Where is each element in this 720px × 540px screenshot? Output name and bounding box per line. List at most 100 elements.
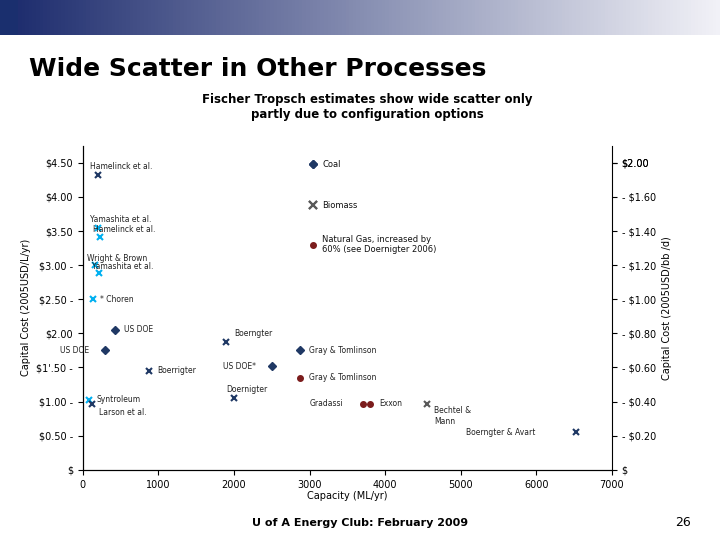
Bar [144, 0, 148, 35]
Bar [54, 0, 58, 35]
Bar [29, 0, 32, 35]
Text: U of A Energy Club: February 2009: U of A Energy Club: February 2009 [252, 518, 468, 529]
Bar [180, 0, 184, 35]
Bar [652, 0, 655, 35]
Bar [284, 0, 288, 35]
Bar [482, 0, 486, 35]
Bar [659, 0, 662, 35]
Bar [220, 0, 223, 35]
Bar [18, 0, 22, 35]
Text: Boerngter & Avart: Boerngter & Avart [466, 428, 536, 437]
Bar [450, 0, 454, 35]
Bar [137, 0, 140, 35]
Bar [630, 0, 634, 35]
Bar [216, 0, 220, 35]
Text: Wide Scatter in Other Processes: Wide Scatter in Other Processes [29, 57, 486, 80]
Bar [634, 0, 637, 35]
Bar [490, 0, 493, 35]
Text: Larson et al.: Larson et al. [99, 408, 147, 417]
Bar [130, 0, 133, 35]
Bar [421, 0, 425, 35]
Bar [504, 0, 508, 35]
Bar [367, 0, 371, 35]
Bar [115, 0, 119, 35]
Bar [202, 0, 205, 35]
Bar [155, 0, 158, 35]
Bar [0, 0, 4, 35]
Bar [374, 0, 378, 35]
Bar [252, 0, 256, 35]
Bar [605, 0, 608, 35]
Bar [608, 0, 612, 35]
Bar [32, 0, 36, 35]
Bar [94, 0, 97, 35]
Bar [331, 0, 335, 35]
Bar [209, 0, 212, 35]
Text: Natural Gas, increased by
60% (see Doernigter 2006): Natural Gas, increased by 60% (see Doern… [323, 235, 437, 254]
Bar [454, 0, 457, 35]
Bar [709, 0, 713, 35]
Bar [133, 0, 137, 35]
Text: Biomass: Biomass [323, 201, 358, 210]
Bar [292, 0, 295, 35]
Text: Doernigter: Doernigter [227, 386, 268, 395]
Bar [572, 0, 576, 35]
Bar [716, 0, 720, 35]
Bar [76, 0, 79, 35]
Bar [360, 0, 364, 35]
Bar [317, 0, 320, 35]
Bar [662, 0, 666, 35]
Bar [590, 0, 594, 35]
Text: * Choren: * Choren [100, 295, 134, 304]
Text: Gray & Tomlinson: Gray & Tomlinson [309, 373, 377, 382]
Bar [461, 0, 464, 35]
Bar [551, 0, 554, 35]
Bar [274, 0, 277, 35]
Bar [58, 0, 61, 35]
Text: Fischer Tropsch estimates show wide scatter only
partly due to configuration opt: Fischer Tropsch estimates show wide scat… [202, 93, 533, 120]
Bar [414, 0, 418, 35]
Bar [47, 0, 50, 35]
Bar [68, 0, 72, 35]
Bar [245, 0, 248, 35]
Bar [670, 0, 673, 35]
Bar [328, 0, 331, 35]
Bar [40, 0, 43, 35]
Bar [547, 0, 551, 35]
Bar [493, 0, 497, 35]
Text: Boerrigter: Boerrigter [158, 367, 197, 375]
Text: Hamelinck et al.: Hamelinck et al. [91, 162, 153, 171]
Bar [11, 0, 14, 35]
Bar [230, 0, 234, 35]
Text: Gray & Tomlinson: Gray & Tomlinson [309, 346, 377, 355]
Bar [353, 0, 356, 35]
Bar [43, 0, 47, 35]
Bar [338, 0, 342, 35]
Bar [90, 0, 94, 35]
Bar [418, 0, 421, 35]
Bar [472, 0, 475, 35]
Bar [497, 0, 500, 35]
Bar [112, 0, 115, 35]
Bar [140, 0, 144, 35]
Bar [205, 0, 209, 35]
Bar [119, 0, 122, 35]
Bar [479, 0, 482, 35]
Bar [223, 0, 227, 35]
Text: Yamashita et al.: Yamashita et al. [92, 262, 153, 271]
Bar [536, 0, 540, 35]
Bar [324, 0, 328, 35]
Bar [680, 0, 684, 35]
Bar [50, 0, 54, 35]
Bar [83, 0, 86, 35]
Bar [392, 0, 396, 35]
Bar [263, 0, 266, 35]
Bar [97, 0, 101, 35]
Bar [475, 0, 479, 35]
Bar [457, 0, 461, 35]
Bar [400, 0, 403, 35]
Bar [598, 0, 601, 35]
Bar [641, 0, 644, 35]
Bar [486, 0, 490, 35]
Bar [191, 0, 194, 35]
